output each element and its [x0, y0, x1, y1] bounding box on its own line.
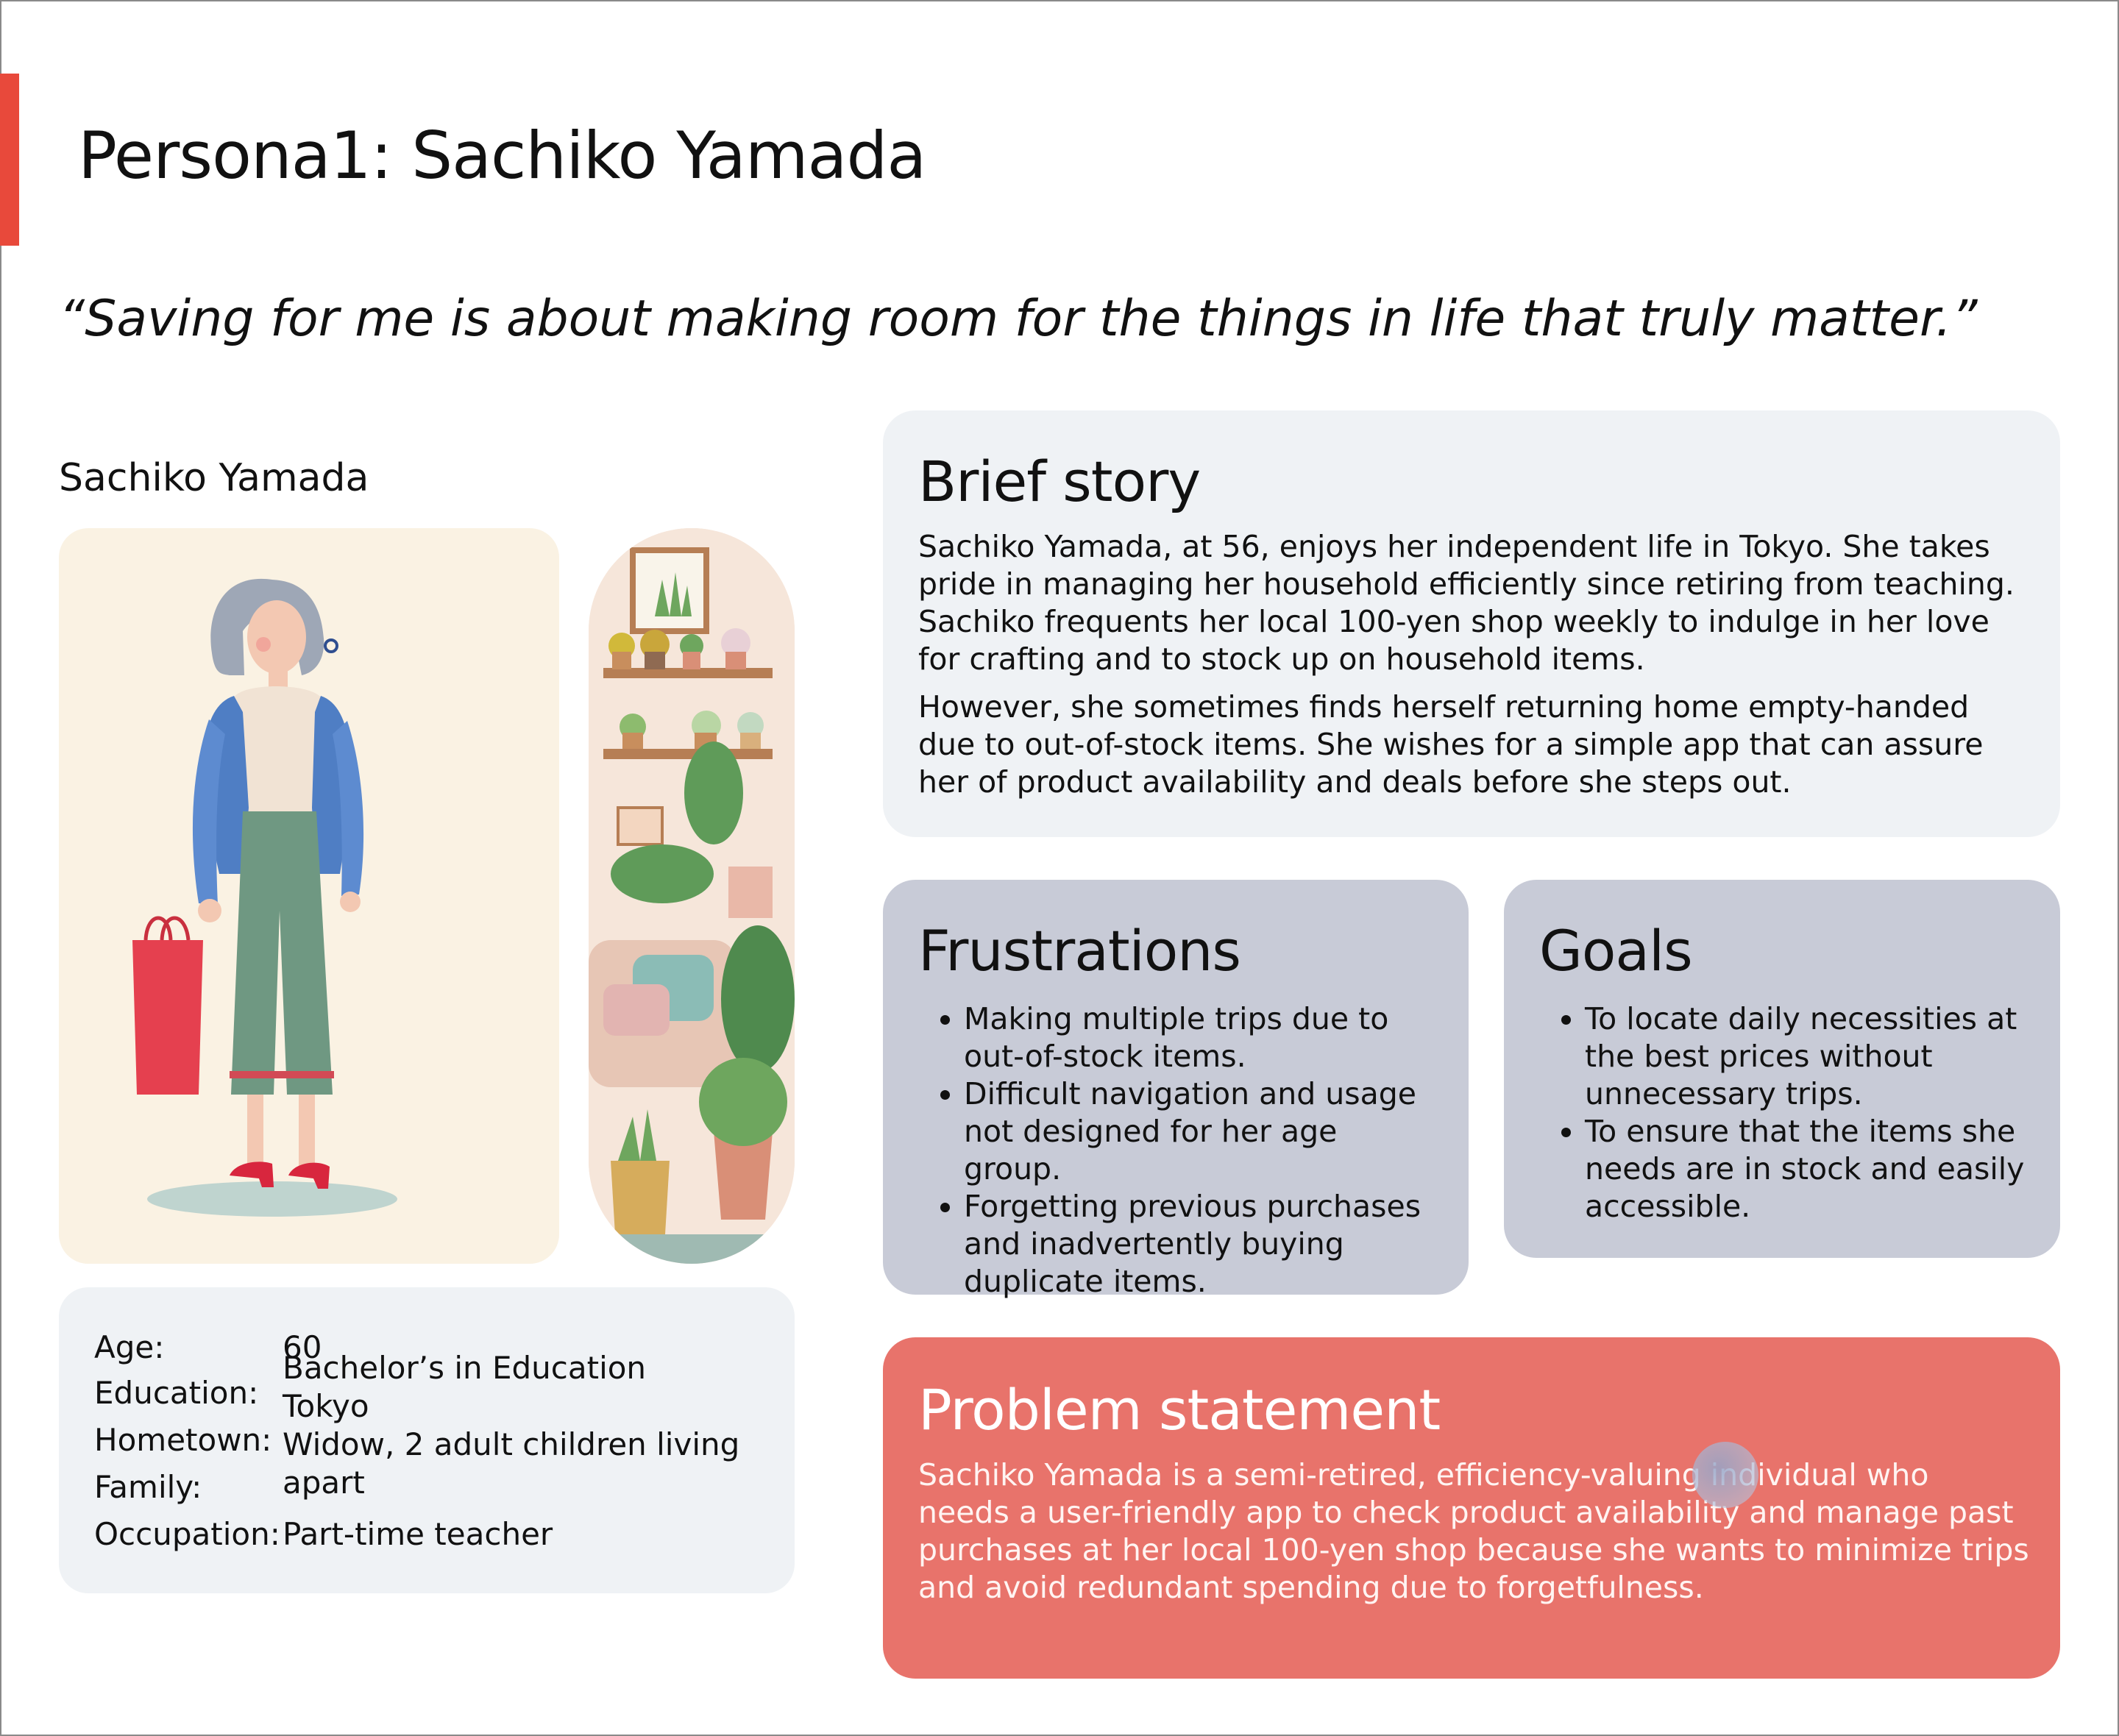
goals-list: To locate daily necessities at the best …: [1539, 1000, 2026, 1225]
brief-story-heading: Brief story: [918, 449, 1201, 514]
frustrations-list: Making multiple trips due to out-of-stoc…: [918, 1000, 1442, 1301]
title-accent-bar: [0, 74, 19, 246]
family-value: Widow, 2 adult children living apart: [283, 1426, 740, 1501]
education-label: Education:: [94, 1375, 259, 1411]
brief-story-card: Brief story Sachiko Yamada, at 56, enjoy…: [883, 410, 2060, 837]
problem-statement-card: Problem statement Sachiko Yamada is a se…: [883, 1337, 2060, 1679]
problem-statement-text: Sachiko Yamada is a semi-retired, effici…: [918, 1457, 2029, 1605]
woman-illustration: [132, 578, 397, 1217]
persona-details-card: Age: 60 Education: Bachelor’s in Educati…: [59, 1287, 795, 1593]
persona-quote: “Saving for me is about making room for …: [59, 290, 1978, 348]
shelves-scene-graphic: [589, 528, 795, 1264]
goals-heading: Goals: [1539, 918, 1693, 983]
frustrations-card: Frustrations Making multiple trips due t…: [883, 880, 1469, 1299]
list-item: To ensure that the items she needs are i…: [1585, 1113, 2026, 1225]
age-label: Age:: [94, 1329, 165, 1365]
brief-story-paragraph: However, she sometimes finds herself ret…: [918, 689, 1984, 800]
list-item: Forgetting previous purchases and inadve…: [964, 1188, 1442, 1301]
hometown-value: Tokyo: [283, 1388, 369, 1424]
goals-card: Goals To locate daily necessities at the…: [1504, 880, 2060, 1258]
persona-portrait: [59, 528, 559, 1264]
brief-story-paragraph: Sachiko Yamada, at 56, enjoys her indepe…: [918, 529, 2015, 677]
problem-statement-heading: Problem statement: [918, 1377, 1441, 1442]
persona-name: Sachiko Yamada: [59, 456, 369, 500]
list-item: Making multiple trips due to out-of-stoc…: [964, 1000, 1442, 1075]
occupation-label: Occupation:: [94, 1516, 280, 1552]
home-plants-illustration: [589, 528, 795, 1264]
age-value: 60: [283, 1329, 322, 1365]
page-title: Persona1: Sachiko Yamada: [78, 118, 926, 193]
hometown-label: Hometown:: [94, 1422, 272, 1458]
family-label: Family:: [94, 1469, 202, 1505]
list-item: Difficult navigation and usage not desig…: [964, 1075, 1442, 1188]
pointer-indicator: [1692, 1442, 1758, 1508]
education-value: Bachelor’s in Education: [283, 1350, 647, 1386]
frustrations-heading: Frustrations: [918, 918, 1241, 983]
occupation-value: Part-time teacher: [283, 1516, 553, 1552]
list-item: To locate daily necessities at the best …: [1585, 1000, 2026, 1113]
